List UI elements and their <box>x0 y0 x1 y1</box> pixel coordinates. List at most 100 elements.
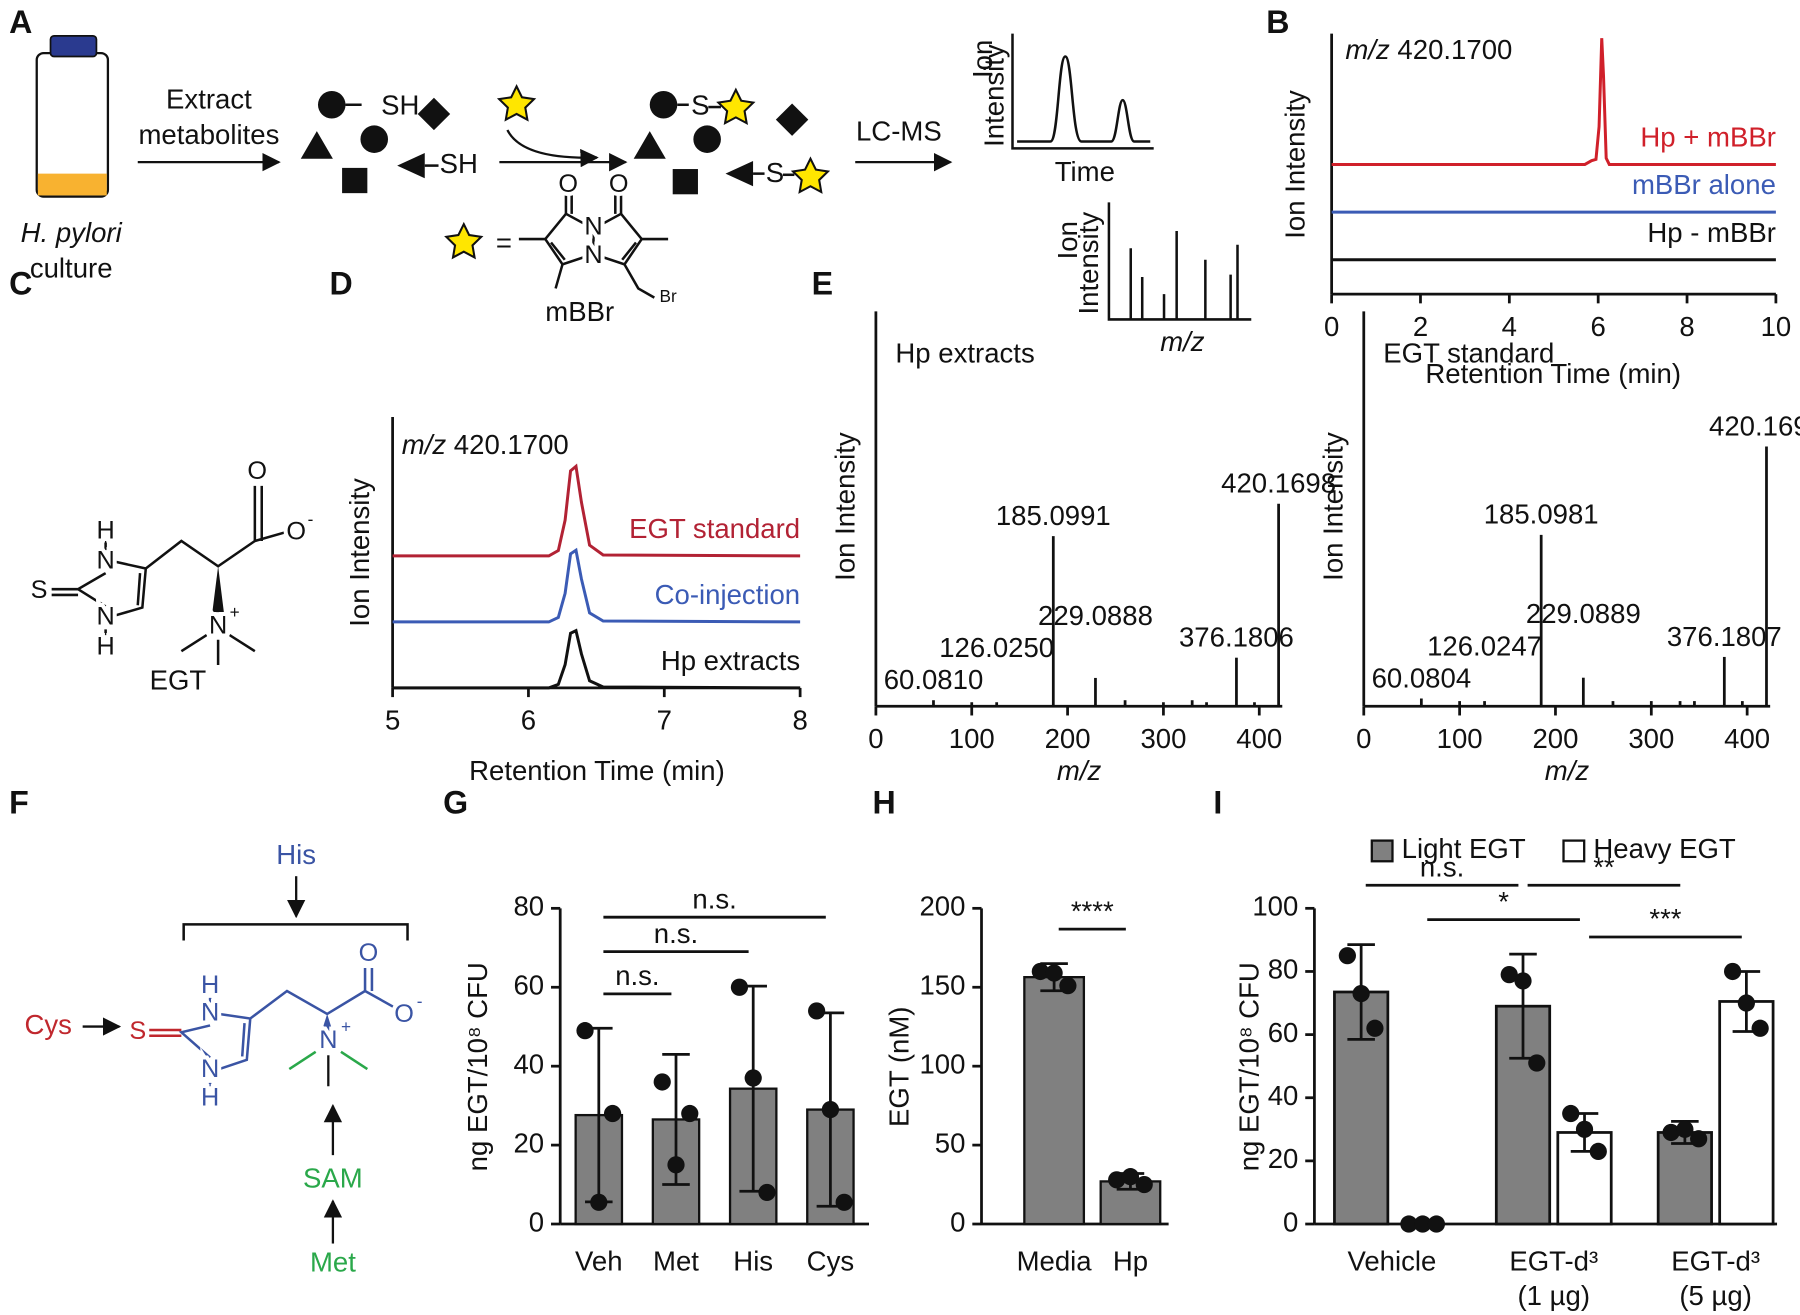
x-tick-label: 400 <box>1724 723 1770 754</box>
trace <box>392 628 801 690</box>
peak-label: 185.0991 <box>996 500 1111 531</box>
inset-axis-label: Time <box>1055 156 1115 187</box>
x-tick-label: (5 µg) <box>1679 1280 1752 1311</box>
organism: H. pylori <box>21 217 123 248</box>
data-point <box>590 1193 608 1211</box>
thiol: SH <box>381 89 419 120</box>
x-tick-label: 8 <box>792 705 807 736</box>
data-point <box>730 978 749 996</box>
bonds <box>288 1050 369 1071</box>
step-label: LC-MS <box>856 116 942 147</box>
thioether: S <box>691 89 709 120</box>
atom: N <box>209 612 227 640</box>
scheme-f: His Cys S H N N H O O - N + SAM Met <box>24 839 422 1278</box>
trace-label: Hp - mBBr <box>1647 217 1776 248</box>
data-point <box>808 1002 826 1020</box>
data-point <box>681 1104 699 1123</box>
x-axis-label: Retention Time (min) <box>1425 358 1681 389</box>
x-tick-label: 6 <box>521 705 536 736</box>
reagent-bonds <box>518 194 669 299</box>
y-axis-label: Ion Intensity <box>1279 90 1310 239</box>
thiol: SH <box>440 148 478 179</box>
x-tick-label: 100 <box>1437 723 1483 754</box>
metabolite <box>317 90 346 119</box>
y-axis-label: ng EGT/10⁸ CFU <box>462 962 493 1171</box>
x-tick-label: 300 <box>1140 723 1186 754</box>
precursor: His <box>276 839 316 870</box>
metabolite <box>417 97 451 131</box>
charge: - <box>417 991 423 1011</box>
panel-label: D <box>329 266 352 302</box>
inset-spectrum <box>1129 231 1239 320</box>
y-tick-label: 40 <box>513 1048 544 1079</box>
data-point <box>1589 1142 1607 1161</box>
atom: N <box>201 1055 219 1083</box>
x-tick-label: 200 <box>1045 723 1091 754</box>
y-tick-label: 0 <box>529 1206 544 1237</box>
data-point <box>576 1022 594 1040</box>
data-point <box>1662 1123 1680 1142</box>
data-point <box>1031 962 1049 981</box>
atom: O <box>286 518 306 546</box>
x-tick-label: 300 <box>1628 723 1674 754</box>
peak-label: 376.1806 <box>1179 622 1294 653</box>
atom: S <box>31 576 48 604</box>
x-tick-label: 6 <box>1591 311 1606 342</box>
legend-label: Heavy EGT <box>1593 833 1736 864</box>
y-tick-label: 100 <box>919 1048 965 1079</box>
significance-label: **** <box>1071 895 1114 926</box>
x-tick-label: 2 <box>1413 311 1428 342</box>
x-tick-label: Veh <box>575 1245 623 1276</box>
label-star <box>498 85 536 121</box>
bar <box>1023 976 1086 1226</box>
x-tick-label: Cys <box>807 1245 854 1276</box>
metabolite <box>693 125 721 153</box>
x-tick-label: Hp <box>1113 1245 1148 1276</box>
data-point <box>667 1156 685 1174</box>
x-tick-label: 7 <box>657 705 672 736</box>
data-point <box>1414 1215 1432 1233</box>
y-tick-label: 60 <box>513 970 544 1001</box>
atom: H <box>201 1084 219 1112</box>
atom: N <box>584 241 602 269</box>
inset-axis-label: Ion <box>1052 221 1083 259</box>
trace <box>392 463 801 558</box>
metabolite <box>672 169 698 195</box>
data-point <box>1676 1120 1694 1138</box>
significance-label: n.s. <box>615 960 659 991</box>
trace-label: Hp extracts <box>661 645 800 676</box>
label-star <box>791 157 829 194</box>
panel-label: G <box>443 784 468 820</box>
bar <box>1656 1131 1713 1226</box>
atom: O <box>247 457 267 485</box>
x-axis-label: m/z <box>1545 755 1590 786</box>
atom: O <box>609 170 629 198</box>
data-point <box>744 1069 762 1087</box>
scheme-a: H. pylori culture Extract metabolites SH… <box>21 33 1252 357</box>
x-tick-label: 400 <box>1236 723 1282 754</box>
atom: O <box>359 939 379 967</box>
atom: N <box>96 603 114 631</box>
panel-label: A <box>9 4 32 40</box>
x-tick-label: Vehicle <box>1347 1245 1436 1276</box>
data-point <box>1059 977 1077 995</box>
data-point <box>1690 1130 1708 1148</box>
data-point <box>653 1073 671 1091</box>
bonds <box>180 634 256 665</box>
atom: H <box>201 971 219 999</box>
x-tick-label: EGT-d³ <box>1671 1245 1760 1276</box>
trace-label: Co-injection <box>655 579 800 610</box>
chart-title: Hp extracts <box>895 337 1034 368</box>
label-star <box>445 223 483 259</box>
trace-label: EGT standard <box>629 513 800 544</box>
x-tick-label: Met <box>653 1245 699 1276</box>
x-axis-label: Retention Time (min) <box>469 755 725 786</box>
atom: N <box>319 1026 337 1054</box>
bottle-cap <box>49 35 98 58</box>
x-axis-label: m/z <box>1057 755 1102 786</box>
x-tick-label: 0 <box>1324 311 1339 342</box>
metabolite <box>725 161 754 187</box>
y-tick-label: 0 <box>950 1206 965 1237</box>
data-point <box>1528 1054 1546 1072</box>
y-axis-label: Ion Intensity <box>1317 432 1348 581</box>
